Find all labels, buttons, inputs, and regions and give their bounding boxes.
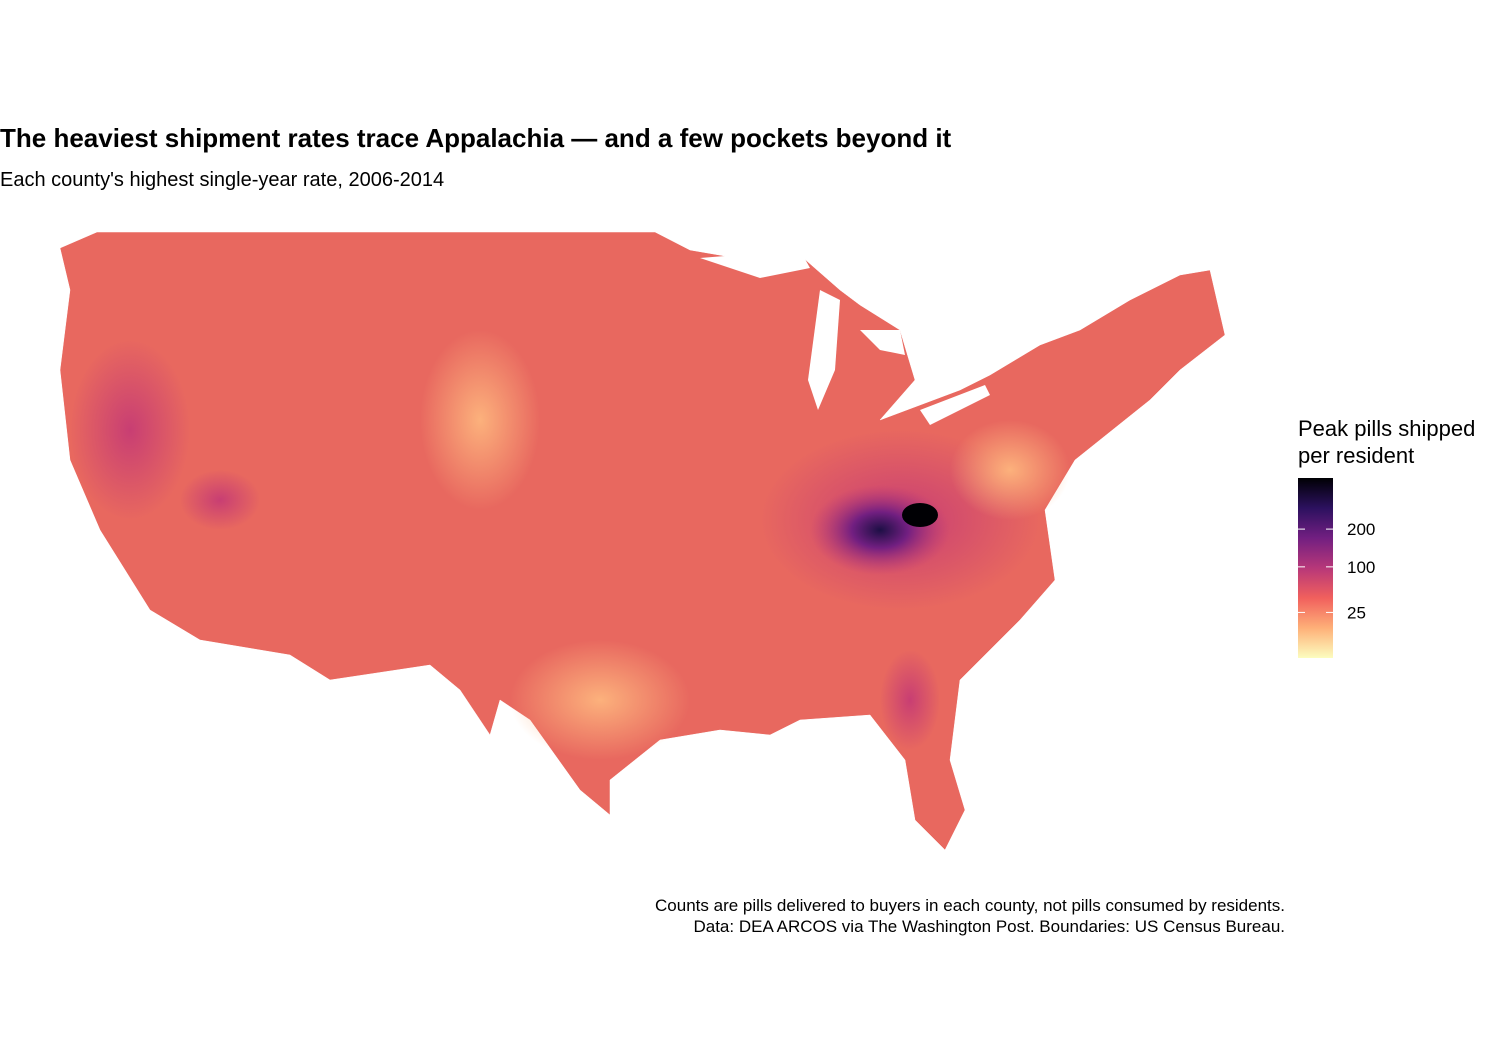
region-shade — [510, 640, 690, 760]
lake — [860, 330, 905, 355]
title: The heaviest shipment rates trace Appala… — [0, 123, 952, 153]
region-shade — [902, 503, 938, 527]
legend-title: Peak pills shipped — [1298, 416, 1475, 441]
legend-title: per resident — [1298, 443, 1414, 468]
lake — [920, 385, 990, 425]
region-shade — [950, 420, 1070, 520]
legend: Peak pills shipped per resident 25 100 200 — [1298, 416, 1475, 658]
region-shade — [810, 485, 950, 575]
legend-tick-label: 25 — [1347, 603, 1366, 622]
subtitle: Each county's highest single-year rate, … — [0, 169, 444, 191]
map — [59, 231, 1226, 851]
legend-tick-label: 200 — [1347, 520, 1375, 539]
us-outline — [59, 231, 1226, 851]
caption: Data: DEA ARCOS via The Washington Post.… — [693, 917, 1285, 936]
region-shade — [70, 340, 190, 520]
legend-tick-label: 100 — [1347, 558, 1375, 577]
region-shade — [420, 330, 540, 510]
lake — [808, 290, 840, 410]
lake — [700, 250, 810, 278]
caption: Counts are pills delivered to buyers in … — [655, 896, 1285, 915]
region-shade — [880, 650, 940, 750]
region-shade — [180, 470, 260, 530]
colorbar — [1298, 478, 1333, 658]
